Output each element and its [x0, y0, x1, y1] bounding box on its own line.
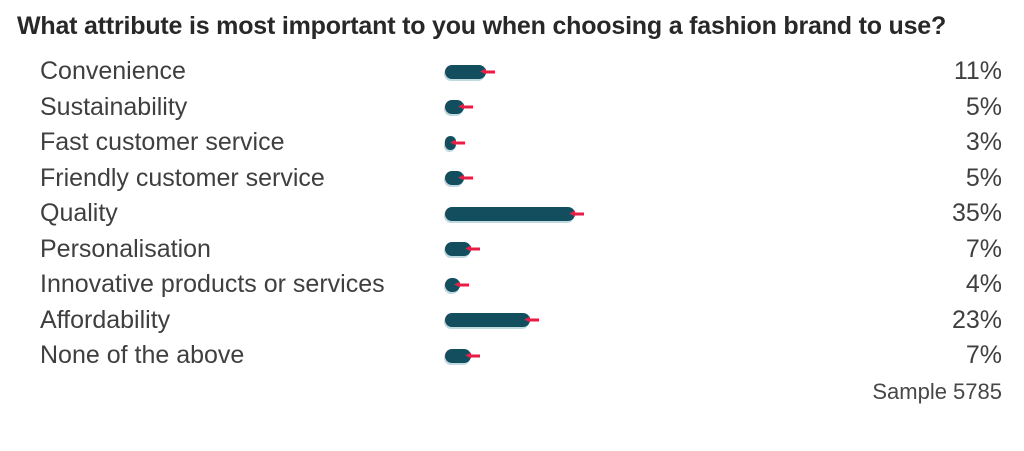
chart-row: Quality 35% — [17, 196, 1002, 232]
category-label: Innovative products or services — [40, 270, 385, 299]
bar-track — [445, 64, 920, 79]
value-label: 35% — [951, 199, 1002, 228]
value-label: 7% — [965, 341, 1002, 370]
chart-title: What attribute is most important to you … — [17, 12, 947, 40]
bar-tip-arrow-icon — [453, 281, 469, 288]
value-label: 11% — [953, 57, 1002, 86]
bar-tip-arrow-icon — [464, 245, 480, 253]
bar-tip-arrow-icon — [450, 139, 466, 146]
bar-tip-arrow-icon — [464, 352, 480, 359]
bar-track — [445, 100, 920, 115]
category-label: Convenience — [40, 57, 186, 86]
value-label: 4% — [965, 270, 1002, 299]
value-label: 3% — [965, 128, 1002, 157]
bar-track — [445, 171, 920, 186]
bar-track — [445, 242, 920, 257]
bar-track — [445, 206, 920, 221]
bar-tip-arrow-icon — [457, 103, 473, 111]
chart-row: Sustainability 5% — [17, 90, 1002, 126]
bar-tip-arrow-icon — [479, 68, 495, 75]
bar-track — [445, 313, 920, 328]
chart-row: Affordability 23% — [17, 303, 1002, 339]
chart-row: Fast customer service 3% — [17, 125, 1002, 161]
bar — [445, 64, 495, 79]
bar-tip-arrow-icon — [457, 174, 473, 182]
category-label: Sustainability — [40, 92, 188, 121]
bar — [445, 242, 480, 257]
bar — [445, 348, 480, 363]
chart-row: Innovative products or services 4% — [17, 267, 1002, 303]
category-label: Affordability — [40, 305, 171, 334]
category-label: Fast customer service — [40, 128, 285, 157]
chart-row: Personalisation 7% — [17, 232, 1002, 268]
value-label: 7% — [965, 234, 1002, 263]
bar-track — [445, 135, 920, 150]
bar-track — [445, 348, 920, 363]
value-label: 5% — [965, 92, 1002, 121]
bar-tip-arrow-icon — [568, 210, 584, 217]
value-label: 23% — [951, 305, 1002, 334]
bar — [445, 171, 473, 186]
category-label: Quality — [40, 199, 118, 228]
bar-tip-arrow-icon — [524, 316, 540, 324]
bar — [445, 277, 469, 292]
category-label: None of the above — [40, 341, 245, 370]
bar-chart: Convenience 11% Sustainability 5% Fast custo… — [17, 54, 1002, 374]
category-label: Friendly customer service — [40, 163, 325, 192]
bar-track — [445, 277, 920, 292]
bar — [445, 313, 540, 328]
category-label: Personalisation — [40, 234, 211, 263]
bar — [445, 135, 466, 150]
chart-row: None of the above 7% — [17, 338, 1002, 374]
value-label: 5% — [965, 163, 1002, 192]
chart-row: Convenience 11% — [17, 54, 1002, 90]
bar — [445, 206, 584, 221]
bar — [445, 100, 473, 115]
sample-size-label: Sample 5785 — [872, 378, 1002, 404]
chart-row: Friendly customer service 5% — [17, 161, 1002, 197]
